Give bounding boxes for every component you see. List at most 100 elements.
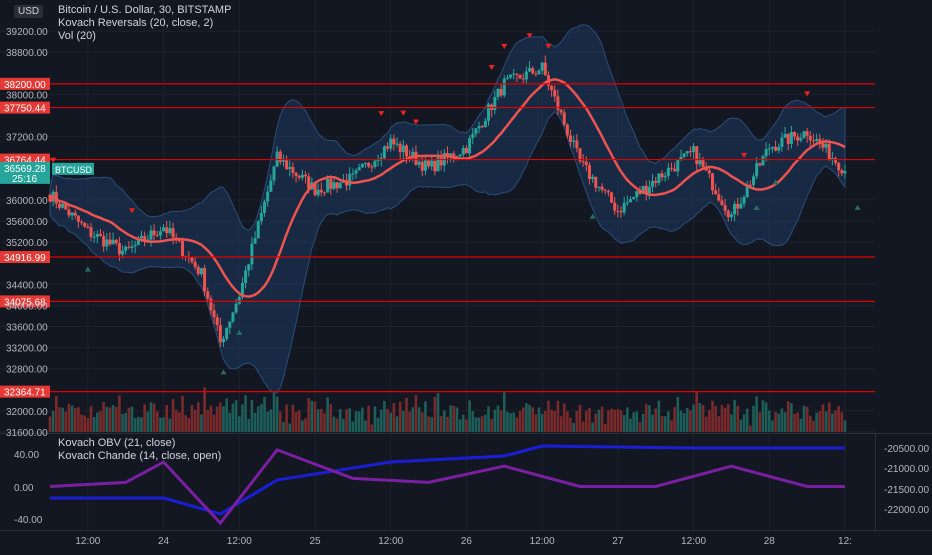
candle-body xyxy=(348,173,352,186)
candle-body xyxy=(269,180,273,192)
candle-body xyxy=(799,137,803,141)
volatility-band xyxy=(49,24,846,394)
volume-bar xyxy=(430,417,434,432)
volume-bar xyxy=(405,397,408,432)
volume-bar xyxy=(443,410,446,432)
candle-body xyxy=(600,186,604,190)
candle-body xyxy=(430,160,434,167)
indicator-kovach-reversals[interactable]: Kovach Reversals (20, close, 2) xyxy=(58,17,214,29)
level-price-tag xyxy=(0,385,50,398)
candle-body xyxy=(692,146,696,153)
candle-body xyxy=(247,264,251,271)
volume-bar xyxy=(540,413,544,432)
volume-bar xyxy=(354,411,358,432)
level-price-tag xyxy=(0,101,50,114)
volume-bar xyxy=(559,416,563,432)
candle-body xyxy=(291,167,295,173)
volume-bar xyxy=(398,401,402,432)
volume-bar xyxy=(130,406,134,432)
candle-body xyxy=(404,145,408,157)
volume-bar xyxy=(755,396,758,432)
volume-bar xyxy=(168,418,172,432)
candle-body xyxy=(86,226,90,228)
volume-bar xyxy=(335,418,339,432)
volume-bar xyxy=(528,404,531,432)
candle-body xyxy=(446,153,449,157)
candle-body xyxy=(162,227,166,232)
candle-body xyxy=(669,167,673,169)
candle-body xyxy=(565,124,569,136)
candle-body xyxy=(635,191,639,198)
volume-bar xyxy=(786,401,790,432)
volume-bar xyxy=(726,404,730,432)
reversal-up-marker xyxy=(753,205,760,211)
volume-bar xyxy=(837,406,840,432)
volume-bar xyxy=(86,417,90,432)
volume-bar xyxy=(89,406,93,432)
price-axis-label: 35200.00 xyxy=(6,238,48,249)
osc-right-axis-label: -20500.00 xyxy=(884,444,929,455)
indicator-kovach-obv[interactable]: Kovach OBV (21, close) xyxy=(58,437,176,449)
indicator-volume[interactable]: Vol (20) xyxy=(58,30,96,42)
candle-body xyxy=(215,317,219,326)
volume-bar xyxy=(660,416,664,432)
candle-body xyxy=(660,173,664,178)
volume-bar xyxy=(301,420,304,432)
volume-bar xyxy=(329,404,333,432)
volume-bar xyxy=(250,400,254,432)
candle-body xyxy=(827,143,831,160)
volume-bar xyxy=(379,409,383,432)
candle-body xyxy=(376,159,380,161)
reversal-up-marker xyxy=(854,204,861,210)
candle-body xyxy=(767,148,771,150)
volume-bar xyxy=(212,414,216,432)
candle-body xyxy=(613,202,617,211)
volume-bar xyxy=(736,405,740,432)
time-axis-label: 12:00 xyxy=(378,536,403,547)
volume-bar xyxy=(288,423,292,432)
volume-bar xyxy=(730,414,733,432)
volume-bar xyxy=(487,406,490,432)
volume-bar xyxy=(206,410,210,432)
candle-body xyxy=(657,173,661,183)
volume-bar xyxy=(241,404,244,432)
candle-body xyxy=(80,221,84,223)
candle-body xyxy=(206,291,210,299)
volume-bar xyxy=(493,409,497,432)
indicator-kovach-chande[interactable]: Kovach Chande (14, close, open) xyxy=(58,450,222,462)
candle-body xyxy=(780,137,784,147)
volume-bar xyxy=(827,402,831,432)
volume-bar xyxy=(111,404,115,432)
volume-bar xyxy=(673,407,676,432)
volume-bar xyxy=(64,411,68,432)
symbol-title[interactable]: Bitcoin / U.S. Dollar, 30, BITSTAMP xyxy=(58,4,232,16)
candle-body xyxy=(73,212,77,216)
candle-body xyxy=(281,160,285,162)
candle-body xyxy=(329,179,333,189)
candle-body xyxy=(130,246,134,248)
candle-body xyxy=(218,325,222,343)
candle-body xyxy=(528,68,532,72)
volume-bar xyxy=(171,399,175,432)
candle-body xyxy=(64,203,68,210)
candle-body xyxy=(770,146,774,149)
volume-bar xyxy=(572,423,575,432)
volume-bar xyxy=(133,418,137,432)
currency-badge[interactable]: USD xyxy=(14,5,44,18)
price-axis-label: 32000.00 xyxy=(6,407,48,418)
candle-body xyxy=(266,191,270,202)
volume-bar xyxy=(802,405,806,432)
candle-body xyxy=(515,73,519,75)
volume-bar xyxy=(484,414,487,432)
volume-bar xyxy=(578,405,582,432)
candle-body xyxy=(294,172,298,176)
volume-bar xyxy=(815,412,818,432)
candle-body xyxy=(414,151,418,165)
volume-bar xyxy=(708,409,711,432)
volume-bar xyxy=(225,398,228,432)
candle-body xyxy=(367,162,371,167)
volume-bar xyxy=(323,413,326,432)
volume-bar xyxy=(531,407,534,432)
